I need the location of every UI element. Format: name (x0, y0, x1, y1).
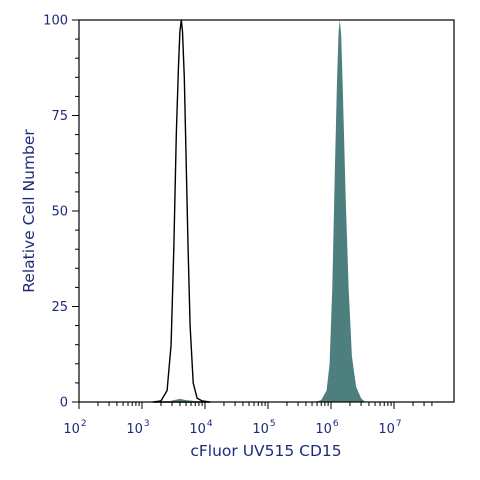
filled-histogram-series-1 (314, 20, 366, 402)
y-tick-label: 100 (43, 14, 68, 29)
y-tick-label: 75 (51, 109, 68, 124)
x-tick-label: 105 (252, 419, 275, 437)
outline-histogram-series-0 (152, 19, 211, 403)
plot-area (152, 19, 366, 403)
x-tick-label: 102 (63, 419, 86, 437)
filled-histogram-series-2 (168, 398, 199, 402)
y-tick-label: 25 (51, 300, 68, 315)
x-tick-label: 103 (126, 419, 149, 437)
x-tick-label: 106 (315, 419, 339, 437)
y-tick-label: 0 (60, 396, 68, 411)
x-tick-label: 104 (189, 419, 213, 437)
y-tick-label: 50 (51, 205, 68, 220)
y-axis-ticks: 0 25 50 75 100 (43, 14, 79, 411)
plot-frame (78, 19, 455, 403)
x-axis-ticks: 102 103 104 105 106 107 (63, 402, 433, 437)
x-tick-label: 107 (378, 419, 401, 437)
y-axis-label: Relative Cell Number (20, 129, 38, 293)
x-axis-label: cFluor UV515 CD15 (190, 442, 341, 460)
